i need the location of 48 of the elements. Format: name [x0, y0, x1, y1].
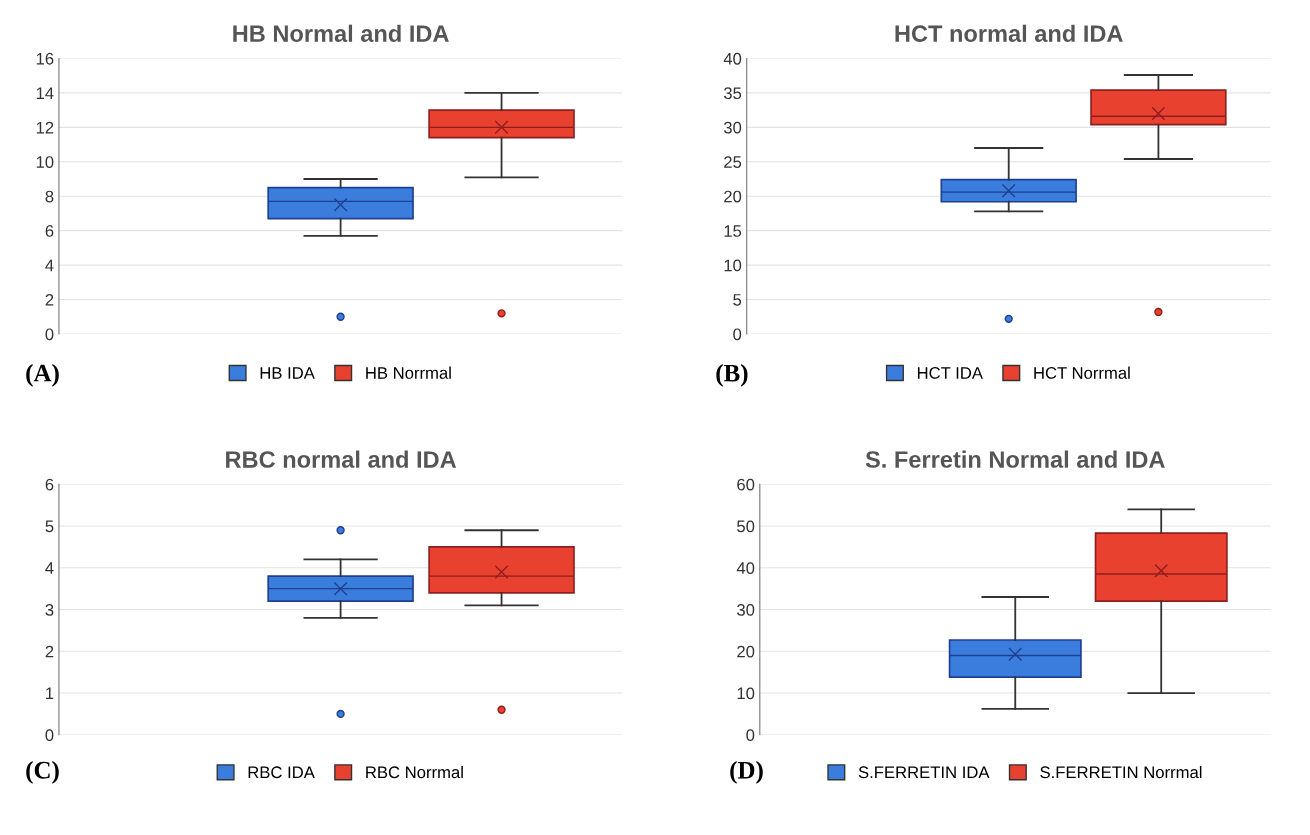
- y-tick-label: 2: [45, 293, 54, 306]
- y-tick-label: 4: [45, 259, 54, 272]
- y-tick-label: 35: [723, 87, 742, 100]
- y-tick-label: 40: [723, 52, 742, 65]
- y-tick-label: 1: [46, 687, 54, 700]
- text: (C): [26, 761, 59, 784]
- y-tick-label: 2: [45, 645, 54, 658]
- legend-label: HCT Norrmal: [1034, 366, 1130, 379]
- y-tick-label: 40: [736, 562, 755, 574]
- legend-label: RBC Norrmal: [366, 765, 463, 779]
- y-tick-label: 30: [737, 603, 755, 616]
- y-tick-label: 30: [723, 121, 742, 134]
- y-tick-label: 4: [45, 562, 54, 574]
- y-tick-label: 15: [724, 225, 742, 237]
- y-tick-label: 3: [45, 603, 54, 616]
- y-tick-label: 14: [36, 87, 54, 99]
- chart-title: HCT normal and IDA: [895, 24, 1123, 43]
- y-tick-label: 12: [36, 121, 54, 134]
- y-tick-label: 20: [724, 190, 742, 203]
- y-tick-label: 5: [45, 520, 54, 533]
- text: (B): [716, 364, 748, 387]
- text: (A): [26, 364, 59, 387]
- y-tick-label: 25: [724, 156, 742, 168]
- y-tick-label: 10: [36, 156, 54, 168]
- y-tick-label: 8: [45, 190, 54, 203]
- y-tick-label: 0: [45, 729, 54, 741]
- legend-label: RBC IDA: [248, 766, 315, 779]
- legend-label: S.FERRETIN IDA: [858, 766, 990, 779]
- chart-title: HB Normal and IDA: [233, 24, 449, 43]
- y-tick-label: 6: [45, 225, 54, 237]
- y-tick-label: 0: [45, 328, 54, 341]
- legend-label: HCT IDA: [917, 367, 983, 379]
- legend-label: HB Norrmal: [366, 366, 451, 379]
- y-tick-label: 6: [45, 478, 54, 491]
- y-tick-label: 5: [733, 294, 742, 306]
- y-tick-label: 10: [724, 259, 742, 272]
- chart-title: S. Ferretin Normal and IDA: [865, 450, 1165, 468]
- legend-label: HB IDA: [260, 367, 315, 379]
- chart-title: RBC normal and IDA: [226, 450, 457, 468]
- y-tick-label: 10: [737, 687, 755, 700]
- legend-label: S.FERRETIN Norrmal: [1040, 765, 1202, 779]
- y-tick-label: 50: [737, 520, 755, 533]
- y-tick-label: 0: [746, 729, 755, 741]
- text: (D): [730, 761, 763, 784]
- y-tick-label: 20: [737, 645, 755, 658]
- y-tick-label: 60: [737, 478, 755, 491]
- y-tick-label: 16: [36, 52, 54, 65]
- y-tick-label: 0: [733, 328, 742, 341]
